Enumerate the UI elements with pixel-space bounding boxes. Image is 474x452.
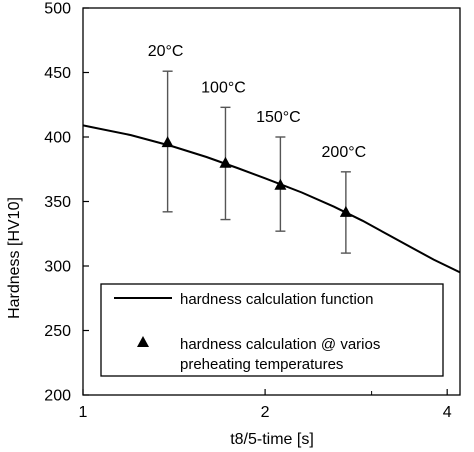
plot-area: 200 250 300 350 400 450 500 1 2 4 20°C 100°C 150°C 20… (44, 1, 461, 421)
temperature-label: 200°C (322, 144, 367, 161)
y-tick-label: 450 (44, 65, 71, 82)
triangle-marker (339, 205, 352, 217)
y-tick-label: 500 (44, 1, 71, 18)
y-tick-label: 250 (44, 323, 71, 340)
y-tick-label: 350 (44, 194, 71, 211)
x-axis-label: t8/5-time [s] (230, 431, 314, 448)
triangle-marker (161, 136, 174, 148)
y-tick-label: 400 (44, 130, 71, 147)
hardness-function-line (83, 124, 460, 274)
y-tick-label: 200 (44, 388, 71, 405)
legend: hardness calculation function hardness c… (100, 283, 444, 377)
y-tick-label: 300 (44, 259, 71, 276)
triangle-marker (219, 156, 232, 168)
x-tick-label: 4 (443, 404, 452, 421)
temperature-label: 100°C (201, 79, 246, 96)
legend-triangle-marker (137, 336, 149, 347)
triangle-marker (274, 178, 287, 190)
legend-points-label-line2: preheating temperatures (180, 356, 343, 373)
x-tick-label: 1 (79, 404, 88, 421)
legend-line-label: hardness calculation function (180, 291, 373, 308)
y-axis-label: Hardness [HV10] (6, 197, 23, 319)
legend-points-label-line1: hardness calculation @ varios (180, 336, 380, 353)
temperature-label: 20°C (148, 43, 184, 60)
legend-box (100, 283, 444, 377)
x-tick-label: 2 (261, 404, 270, 421)
temperature-label: 150°C (256, 109, 301, 126)
